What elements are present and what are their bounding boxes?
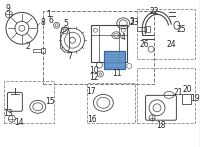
Bar <box>182 94 191 104</box>
Bar <box>137 9 195 59</box>
Text: 7: 7 <box>67 52 72 61</box>
Bar <box>91 25 127 62</box>
Bar <box>33 49 41 52</box>
Text: 19: 19 <box>190 94 200 103</box>
Text: 9: 9 <box>6 4 10 13</box>
Text: 8: 8 <box>40 18 45 27</box>
Text: 3: 3 <box>130 17 135 26</box>
Text: 6: 6 <box>48 16 53 25</box>
Text: 14: 14 <box>14 118 24 127</box>
Text: 1: 1 <box>46 10 51 19</box>
Text: 10: 10 <box>90 66 99 75</box>
Bar <box>43 11 154 84</box>
Text: 13: 13 <box>3 109 13 118</box>
Text: 12: 12 <box>90 74 99 82</box>
Text: 21: 21 <box>173 88 183 97</box>
Bar <box>146 26 150 32</box>
Bar <box>137 68 195 123</box>
Text: 24: 24 <box>166 40 176 49</box>
Text: 11: 11 <box>113 69 122 77</box>
Bar <box>4 81 54 123</box>
FancyBboxPatch shape <box>104 51 125 69</box>
Text: 17: 17 <box>87 87 96 96</box>
Text: 22: 22 <box>149 7 159 16</box>
Text: 5: 5 <box>63 19 68 28</box>
Text: 2: 2 <box>25 42 30 51</box>
Bar <box>87 83 135 123</box>
Text: 15: 15 <box>45 97 55 106</box>
Text: 25: 25 <box>176 25 186 34</box>
Text: 18: 18 <box>156 121 166 130</box>
Bar <box>137 27 146 31</box>
Text: 23: 23 <box>129 18 139 27</box>
Bar <box>41 48 45 53</box>
Text: 26: 26 <box>139 40 149 49</box>
Text: 4: 4 <box>121 33 126 42</box>
Text: 20: 20 <box>182 85 192 94</box>
Text: 16: 16 <box>88 115 97 124</box>
